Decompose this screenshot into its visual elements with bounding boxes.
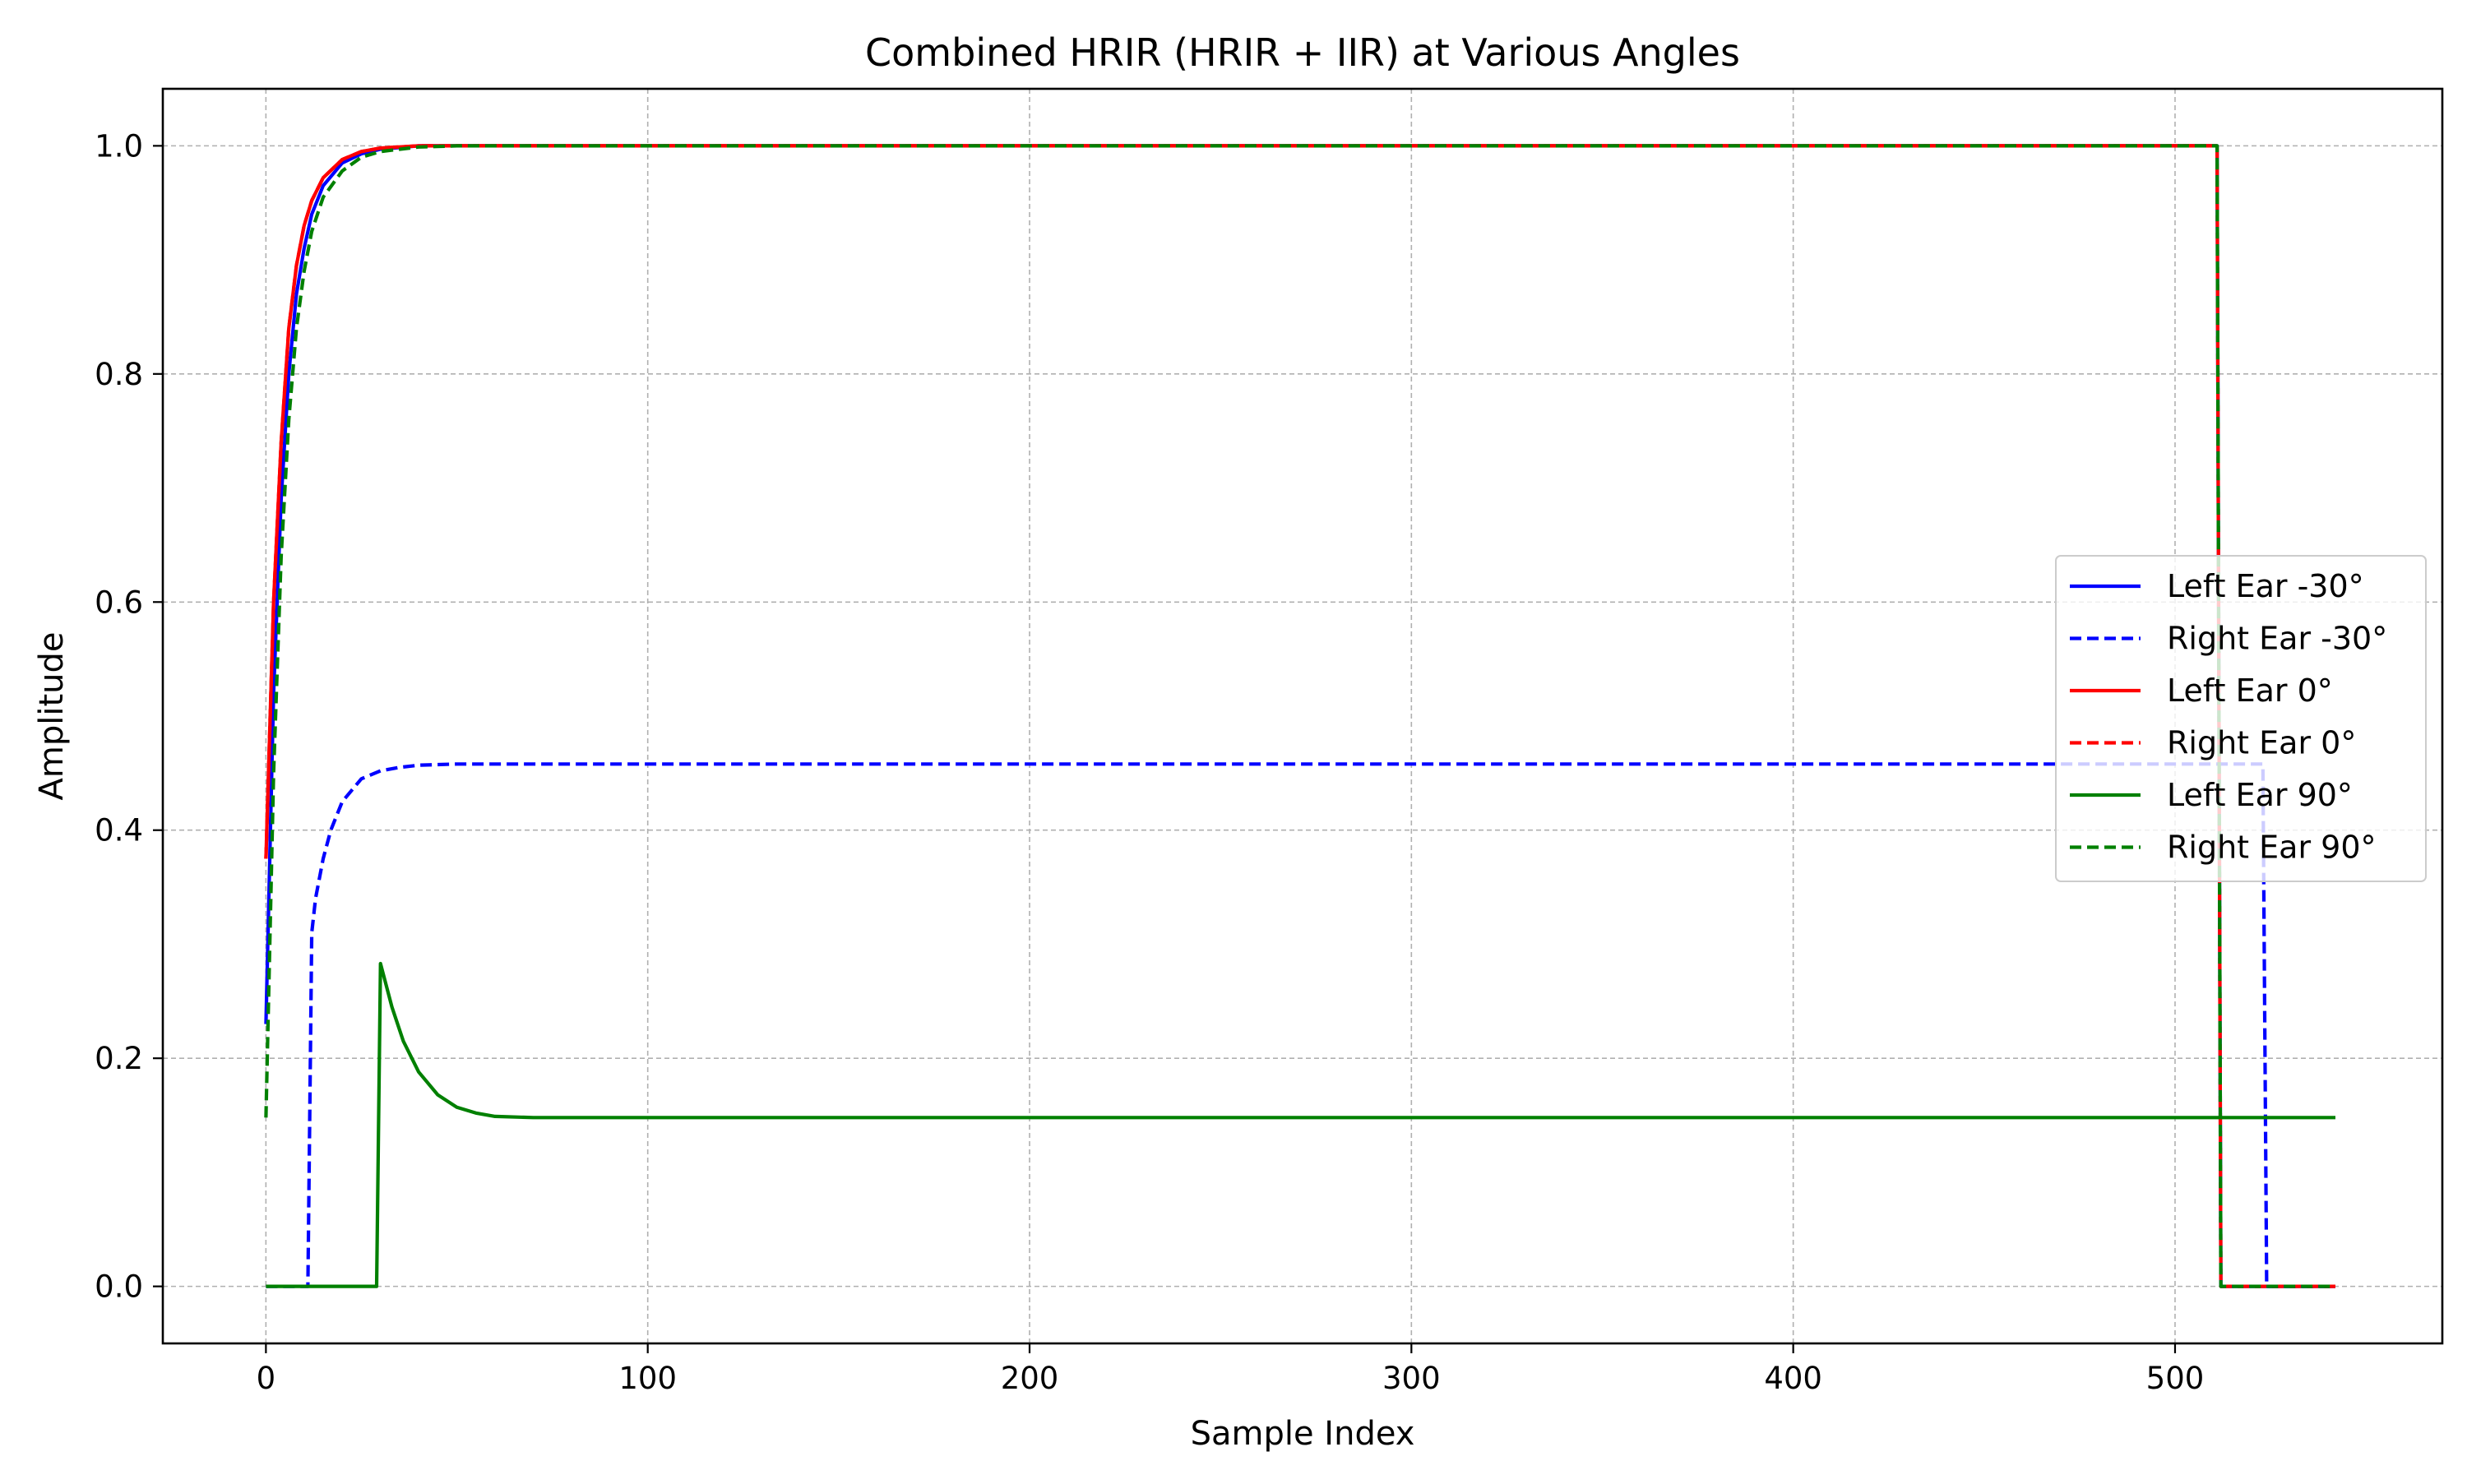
series-line-6 <box>264 144 2335 1288</box>
x-tick-label: 500 <box>2146 1361 2205 1396</box>
legend-label: Right Ear 90° <box>2167 830 2377 866</box>
x-tick-label: 0 <box>257 1361 276 1396</box>
y-axis-label: Amplitude <box>33 632 71 801</box>
y-tick-label: 0.8 <box>95 357 143 392</box>
y-tick-label: 0.0 <box>95 1269 143 1305</box>
legend-label: Left Ear 0° <box>2167 673 2333 709</box>
x-tick-label: 100 <box>618 1361 677 1396</box>
y-tick-label: 0.4 <box>95 813 143 848</box>
series-line-5 <box>266 961 2335 1288</box>
series-line-2 <box>266 762 2335 1288</box>
x-tick-label: 200 <box>1001 1361 1059 1396</box>
x-tick-label: 400 <box>1764 1361 1822 1396</box>
chart-title: Combined HRIR (HRIR + IIR) at Various An… <box>865 30 1740 75</box>
legend-label: Right Ear 0° <box>2167 725 2356 761</box>
y-tick-label: 0.6 <box>95 585 143 620</box>
series-line-4 <box>264 144 2335 1288</box>
plot-frame <box>161 87 2444 1345</box>
tick-layer: 0 100 200 300 400 500 0.0 0.2 0.4 0.6 0.8 1.0 <box>95 128 2204 1396</box>
legend-label: Right Ear -30° <box>2167 621 2387 657</box>
series-layer <box>264 144 2335 1288</box>
x-tick-label: 300 <box>1382 1361 1441 1396</box>
legend: Left Ear -30° Right Ear -30° Left Ear 0° Ri… <box>2055 555 2427 882</box>
y-tick-label: 1.0 <box>95 128 143 164</box>
x-axis-label: Sample Index <box>1191 1415 1415 1453</box>
legend-label: Left Ear 90° <box>2167 777 2353 813</box>
legend-label: Left Ear -30° <box>2167 568 2364 604</box>
legend-box <box>2055 555 2427 882</box>
y-tick-label: 0.2 <box>95 1041 143 1076</box>
